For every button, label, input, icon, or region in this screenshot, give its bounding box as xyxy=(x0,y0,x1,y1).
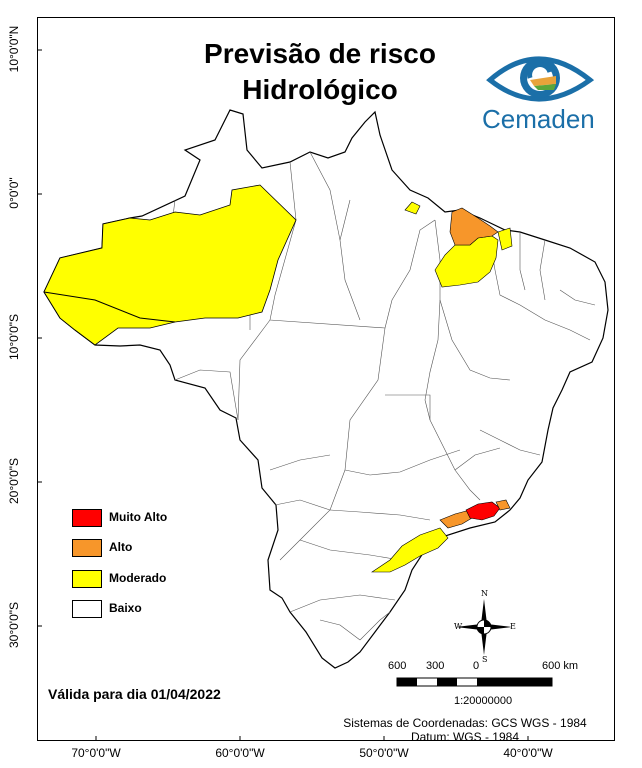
legend-swatch-muito-alto xyxy=(72,509,102,527)
scale-bar-graphic xyxy=(396,677,553,687)
legend-swatch-baixo xyxy=(72,600,102,618)
lat-label-10n: 10°0'0"N xyxy=(7,25,21,73)
legend-label-alto: Alto xyxy=(109,540,133,554)
region-amapa-moderado xyxy=(404,201,421,215)
coordinate-system-line-2: Datum: WGS - 1984 xyxy=(410,730,520,744)
scale-bar: 600 300 0 600 km 1:20000000 xyxy=(378,660,578,720)
logo-text: Cemaden xyxy=(482,104,595,134)
region-para-alto xyxy=(449,207,499,246)
scale-num-0: 0 xyxy=(473,660,480,672)
region-rj-alto xyxy=(495,499,511,511)
lat-label-30s: 30°0'0"S xyxy=(7,601,21,649)
compass-e: E xyxy=(510,622,516,631)
legend-item-baixo: Baixo xyxy=(72,597,252,619)
legend-label-muito-alto: Muito Alto xyxy=(109,510,168,524)
legend-label-moderado: Moderado xyxy=(109,571,167,585)
lat-label-20s: 20°0'0"S xyxy=(7,457,21,505)
region-sp-pr-moderado xyxy=(371,527,449,573)
validity-date: Válida para dia 01/04/2022 xyxy=(48,686,221,702)
legend-label-baixo: Baixo xyxy=(109,601,142,615)
legend-item-muito-alto: Muito Alto xyxy=(72,506,252,528)
scale-num-300: 300 xyxy=(426,660,445,672)
legend-swatch-alto xyxy=(72,539,102,557)
coordinate-system-note: Sistemas de Coordenadas: GCS WGS - 1984 … xyxy=(330,716,600,744)
lon-label-40w: 40°0'0"W xyxy=(503,746,553,760)
compass-rose-icon: N S E W xyxy=(452,589,516,664)
scale-num-600-km: 600 km xyxy=(542,660,579,672)
compass-graphic xyxy=(456,599,512,655)
region-rj-muito-alto xyxy=(465,501,501,521)
scale-ratio: 1:20000000 xyxy=(454,695,513,707)
legend-swatch-moderado xyxy=(72,570,102,588)
map-title: Previsão de risco Hidrológico xyxy=(150,36,490,108)
compass-w: W xyxy=(454,622,463,631)
lat-label-0: 0°0'0" xyxy=(7,177,21,209)
compass-n: N xyxy=(481,589,488,598)
title-line-2: Hidrológico xyxy=(242,74,398,105)
title-line-1: Previsão de risco xyxy=(204,38,436,69)
legend-item-alto: Alto xyxy=(72,536,252,558)
legend-item-moderado: Moderado xyxy=(72,567,252,589)
lon-label-70w: 70°0'0"W xyxy=(71,746,121,760)
coordinate-system-line-1: Sistemas de Coordenadas: GCS WGS - 1984 xyxy=(343,716,587,730)
cemaden-eye-logo-icon xyxy=(486,56,595,102)
region-ceara-moderado xyxy=(497,227,513,251)
lon-label-60w: 60°0'0"W xyxy=(215,746,265,760)
compass-s: S xyxy=(482,655,488,664)
lat-label-10s: 10°0'0"S xyxy=(7,313,21,361)
lon-label-50w: 50°0'0"W xyxy=(359,746,409,760)
scale-num-600-left: 600 xyxy=(388,660,407,672)
